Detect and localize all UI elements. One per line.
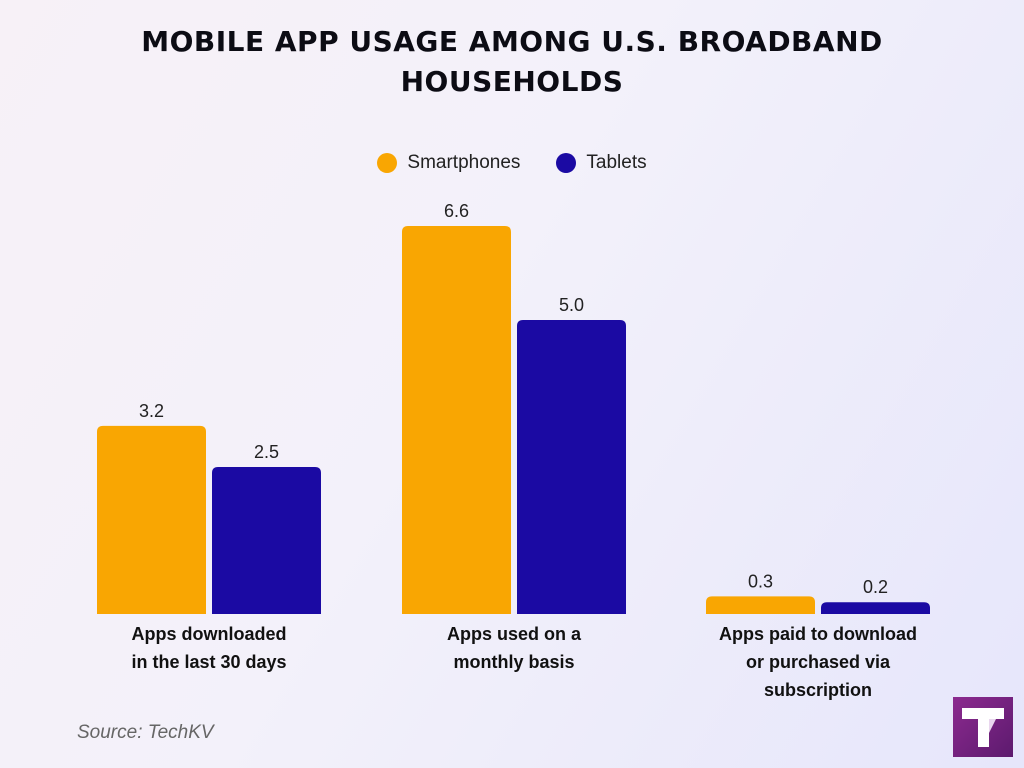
bar-smartphones-paid: [706, 596, 815, 614]
bar-tablets-used-monthly: [517, 320, 626, 614]
data-label-tablets-paid: 0.2: [863, 577, 888, 597]
data-label-smartphones-used-monthly: 6.6: [444, 201, 469, 221]
data-label-tablets-downloaded: 2.5: [254, 442, 279, 462]
bar-tablets-downloaded: [212, 467, 321, 614]
legend-swatch-tablets: [556, 153, 577, 173]
chart-title: MOBILE APP USAGE AMONG U.S. BROADBAND HO…: [0, 22, 1024, 102]
legend: Smartphones Tablets: [0, 152, 1024, 174]
category-label-used-monthly: Apps used on a monthly basis: [394, 620, 634, 676]
category-label-paid-line-3: subscription: [763, 680, 872, 700]
category-label-downloaded: Apps downloaded in the last 30 days: [89, 620, 329, 676]
data-label-tablets-used-monthly: 5.0: [559, 295, 584, 315]
chart-title-line-2: HOUSEHOLDS: [400, 65, 624, 98]
legend-item-tablets: Tablets: [556, 152, 647, 174]
data-label-smartphones-downloaded: 3.2: [139, 401, 164, 421]
category-label-paid-line-2: or purchased via: [745, 652, 891, 672]
legend-item-smartphones: Smartphones: [377, 152, 520, 174]
bar-tablets-paid: [821, 602, 930, 614]
category-label-downloaded-line-2: in the last 30 days: [131, 652, 287, 672]
chart-title-line-1: MOBILE APP USAGE AMONG U.S. BROADBAND: [141, 25, 883, 58]
category-label-paid: Apps paid to download or purchased via sub…: [698, 620, 938, 704]
category-label-downloaded-line-1: Apps downloaded: [131, 624, 287, 644]
techkv-logo-icon: [953, 697, 1013, 757]
legend-label-smartphones: Smartphones: [407, 152, 521, 173]
bar-smartphones-downloaded: [97, 425, 206, 614]
legend-swatch-smartphones: [377, 153, 398, 173]
data-label-smartphones-paid: 0.3: [748, 571, 773, 591]
category-label-paid-line-1: Apps paid to download: [719, 624, 917, 644]
legend-label-tablets: Tablets: [586, 152, 647, 173]
category-label-used-monthly-line-1: Apps used on a: [446, 624, 581, 644]
category-label-used-monthly-line-2: monthly basis: [453, 652, 575, 672]
source-text: Source: TechKV: [77, 722, 214, 743]
bar-smartphones-used-monthly: [402, 226, 511, 614]
